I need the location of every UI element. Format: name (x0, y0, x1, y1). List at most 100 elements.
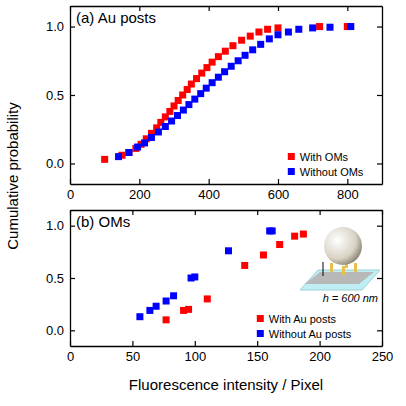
y-tick: 1.0 (46, 19, 75, 34)
y-tick-right (377, 226, 382, 227)
y-tick: 0.0 (46, 156, 75, 171)
x-axis-line (71, 346, 383, 347)
point (347, 23, 354, 30)
point (215, 53, 222, 60)
series (115, 23, 354, 160)
point (300, 231, 307, 238)
point (163, 316, 170, 323)
post (342, 266, 345, 275)
y-tick-mark (70, 95, 75, 96)
point (276, 241, 283, 248)
plot-area (101, 23, 354, 163)
point (285, 29, 292, 36)
y-tick-mark (70, 26, 75, 27)
point (229, 42, 236, 49)
x-tick-label: 150 (247, 349, 269, 364)
y-axis: 0.0 0.5 1.0 (46, 7, 75, 185)
point (260, 251, 267, 258)
frame-top (71, 6, 383, 7)
point (242, 52, 249, 59)
x-tick-label: 50 (126, 349, 140, 364)
annotation: h = 600 nm (323, 292, 378, 304)
y-tick: 0.0 (46, 323, 75, 338)
x-tick-mark-top (257, 210, 258, 215)
figure: 02004006008000.00.51.0(a) Au postsWith O… (0, 0, 406, 406)
point (155, 128, 162, 135)
point (209, 79, 216, 86)
legend-marker (288, 168, 295, 175)
frame-top (71, 210, 383, 211)
point (215, 74, 222, 81)
point (264, 26, 271, 33)
x-tick-label: 400 (198, 187, 220, 202)
point (295, 26, 302, 33)
point (204, 295, 211, 302)
point (191, 273, 198, 280)
point (163, 298, 170, 305)
x-axis-title: Fluorescence intensity / Pixel (129, 376, 323, 393)
point (185, 306, 192, 313)
x-tick: 600 (268, 179, 290, 202)
x-tick-mark (195, 341, 196, 346)
legend-label: With OMs (300, 151, 349, 163)
x-tick: 400 (198, 179, 220, 202)
x-tick: 150 (247, 341, 269, 364)
x-tick-top (278, 6, 279, 11)
point (235, 57, 242, 64)
x-tick: 200 (129, 179, 151, 202)
x-tick-label: 100 (184, 349, 206, 364)
x-tick-mark (139, 179, 140, 184)
y-tick-mark-right (377, 330, 382, 331)
x-tick-mark (347, 179, 348, 184)
point (247, 33, 254, 40)
y-axis-right (377, 7, 383, 185)
x-tick-label: 0 (67, 349, 74, 364)
legend-label: With Au posts (269, 313, 337, 325)
y-tick-right (377, 278, 382, 279)
inset (300, 227, 380, 290)
point (241, 262, 248, 269)
x-tick-mark-top (195, 210, 196, 215)
y-tick-label: 0.5 (46, 88, 64, 103)
legend-label: Without OMs (300, 166, 364, 178)
point (269, 227, 276, 234)
y-axis-right (377, 211, 383, 347)
substrate-top (305, 272, 374, 284)
height-arrow (323, 262, 324, 276)
x-tick-label: 250 (372, 349, 394, 364)
point (153, 303, 160, 310)
point (136, 313, 143, 320)
point (209, 59, 216, 66)
x-tick-mark (278, 179, 279, 184)
point (275, 24, 282, 31)
x-tick-mark-top (209, 6, 210, 11)
point (275, 31, 282, 38)
x-tick-label: 800 (337, 187, 359, 202)
y-tick-label: 0.5 (46, 271, 64, 286)
point (125, 149, 132, 156)
x-tick-label: 600 (268, 187, 290, 202)
point (225, 247, 232, 254)
frame-right (382, 211, 383, 347)
point (101, 156, 108, 163)
point (146, 307, 153, 314)
point (327, 24, 334, 31)
y-axis: 0.0 0.5 1.0 (46, 211, 75, 347)
y-tick: 0.5 (46, 271, 75, 286)
x-tick-mark-top (278, 6, 279, 11)
y-tick-right (377, 163, 382, 164)
x-tick-label: 200 (129, 187, 151, 202)
x-tick-top (320, 210, 321, 215)
y-tick-right (377, 27, 382, 28)
x-tick-top (195, 210, 196, 215)
y-tick-label: 1.0 (46, 218, 64, 233)
y-axis-title: Cumulative probability (4, 102, 21, 250)
x-tick-top (209, 6, 210, 11)
x-tick-mark (257, 341, 258, 346)
x-tick-top (132, 210, 133, 215)
panel-title: (b) OMs (76, 213, 130, 230)
x-tick: 200 (309, 341, 331, 364)
point (309, 24, 316, 31)
point (125, 149, 132, 156)
y-tick-right (377, 95, 382, 96)
